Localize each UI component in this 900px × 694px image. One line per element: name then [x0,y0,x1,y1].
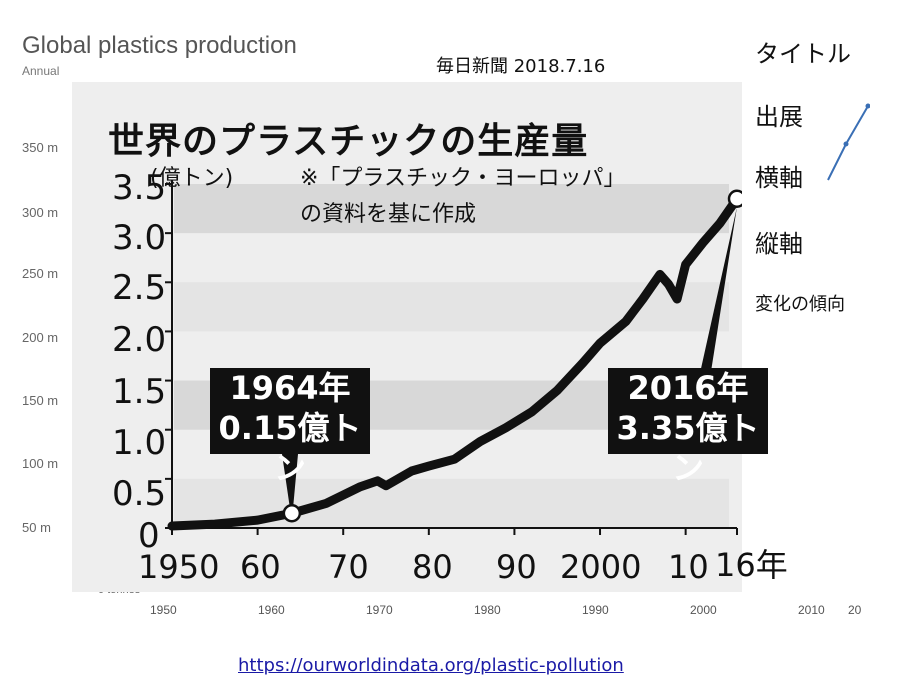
data-point [727,189,742,208]
clipping-y-tick: 2.5 [112,268,167,308]
background-x-tick: 1980 [474,603,501,617]
background-x-tick: 20 [848,603,862,617]
note-x-axis: 横軸 [755,164,803,192]
background-y-tick: 50 m [22,520,51,535]
callout-2016: 2016年 3.35億トン [608,368,768,487]
background-x-tick: 2010 [798,603,825,617]
background-y-tick: 150 m [22,393,59,408]
clipping-source-line1: ※「プラスチック・ヨーロッパ」 [300,166,626,191]
data-point [282,504,302,523]
callout-1964: 1964年 0.15億トン [210,368,370,487]
background-x-tick: 1950 [150,603,177,617]
background-chart-subtitle: Annual [22,64,60,78]
background-x-tick: 1990 [582,603,609,617]
callout-1964-value: 0.15億トン [218,409,362,487]
clipping-y-tick: 3.5 [112,168,167,208]
clipping-x-tick: 80 [412,548,453,586]
note-y-axis: 縦軸 [755,230,803,258]
callout-2016-value: 3.35億トン [616,409,760,487]
clipping-y-tick: 2.0 [112,320,167,360]
note-trend: 変化の傾向 [755,294,845,315]
background-chart-title: Global plastics production [22,32,297,59]
clipping-x-tick: 70 [328,548,369,586]
background-x-tick: 2000 [690,603,717,617]
clipping-x-tick: 2000 [560,548,642,586]
note-title: タイトル [755,40,851,68]
series-line [167,194,742,531]
band [174,184,729,234]
clipping-y-tick: 3.0 [112,218,167,258]
background-trend-line [827,103,870,181]
background-y-tick: 250 m [22,266,59,281]
clipping-x-tick: 1950 [138,548,220,586]
clipping-y-tick: 1.0 [112,423,167,463]
background-x-tick: 1960 [258,603,285,617]
background-x-tick: 1970 [366,603,393,617]
background-y-tick: 100 m [22,456,59,471]
clipping-x-tick: 16年 [715,546,788,584]
background-y-tick: 350 m [22,140,59,155]
clipping-x-tick: 90 [496,548,537,586]
background-y-tick: 300 m [22,205,59,220]
clipping-title: 世界のプラスチックの生産量 [108,121,589,162]
clipping-y-tick: 1.5 [112,372,167,412]
callout-2016-year: 2016年 [627,369,749,407]
clipping-unit-label: (億トン) [150,166,234,191]
clipping-y-tick: 0 [138,516,160,556]
clipping-y-tick: 0.5 [112,474,167,514]
callout-pointer [282,454,298,522]
newspaper-label: 毎日新聞 2018.7.16 [436,56,606,77]
clipping-x-tick: 60 [240,548,281,586]
clipping-x-tick: 10 [668,548,709,586]
source-link[interactable]: https://ourworldindata.org/plastic-pollu… [238,655,624,676]
callout-1964-year: 1964年 [229,369,351,407]
background-y-tick: 200 m [22,330,59,345]
note-source: 出展 [755,103,803,131]
clipping-source-line2: の資料を基に作成 [300,202,477,227]
